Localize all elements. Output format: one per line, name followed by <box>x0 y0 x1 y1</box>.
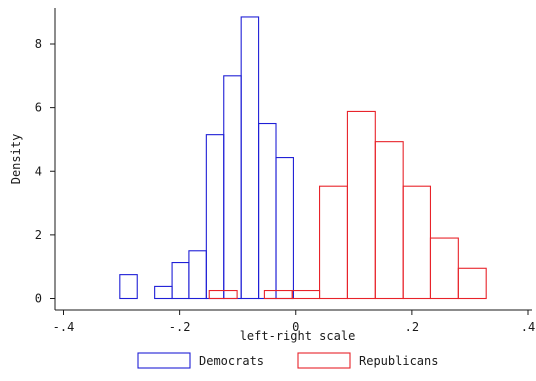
x-tick-label: -.4 <box>53 320 75 334</box>
y-axis-title: Density <box>9 134 23 185</box>
y-tick-label: 6 <box>35 101 42 115</box>
series-republicans-bars <box>208 110 487 300</box>
legend-swatch <box>297 352 351 369</box>
y-tick-label: 4 <box>35 164 42 178</box>
series-democrats-bars <box>119 16 294 300</box>
x-tick-label: .4 <box>521 320 535 334</box>
x-tick-label: 0 <box>292 320 299 334</box>
y-tick-label: 0 <box>35 292 42 306</box>
legend-label: Republicans <box>359 354 438 368</box>
y-tick-label: 8 <box>35 37 42 51</box>
x-tick-label: -.2 <box>169 320 191 334</box>
y-tick-label: 2 <box>35 228 42 242</box>
legend-label: Democrats <box>199 354 264 368</box>
x-axis-title: left-right scale <box>240 329 356 343</box>
y-axis-ticks: 0 2 4 6 8 <box>35 37 55 306</box>
histogram-bar <box>208 289 238 300</box>
legend-swatch <box>137 352 191 369</box>
legend: Democrats Republicans <box>137 352 438 369</box>
histogram-bar <box>457 267 487 300</box>
histogram-bar <box>119 274 138 300</box>
bars-layer <box>119 16 487 300</box>
x-tick-label: .2 <box>405 320 419 334</box>
x-axis-ticks: -.4 -.2 0 .2 .4 <box>53 310 535 334</box>
